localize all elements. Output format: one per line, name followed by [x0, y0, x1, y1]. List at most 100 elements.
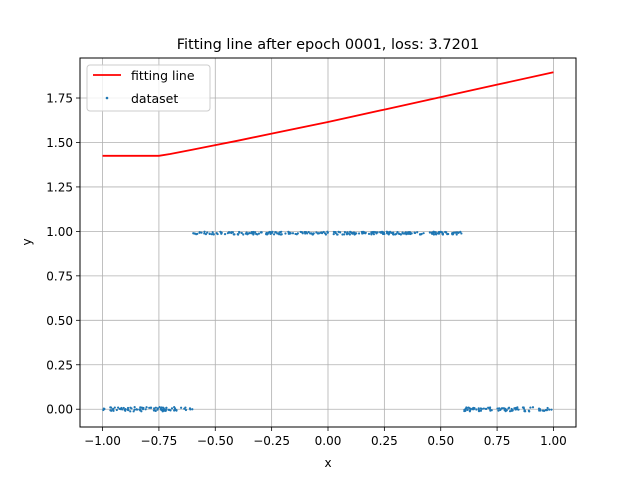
dataset-point [341, 233, 344, 236]
dataset-point [545, 409, 549, 412]
dataset-point [133, 406, 136, 409]
y-tick-label: 1.00 [46, 225, 73, 239]
dataset-point [154, 406, 157, 409]
dataset-point [135, 408, 139, 411]
dataset-point [524, 410, 527, 413]
dataset-point [343, 230, 347, 234]
dataset-point [324, 233, 328, 236]
x-axis-label: x [324, 456, 331, 470]
dataset-point [343, 233, 346, 236]
dataset-point [445, 231, 448, 234]
dataset-point [386, 232, 389, 235]
x-tick-label: −0.50 [197, 434, 234, 448]
dataset-point [537, 407, 541, 410]
dataset-point [430, 232, 434, 235]
y-axis-label: y [20, 238, 34, 245]
dataset-point [123, 408, 126, 412]
dataset-point [230, 231, 233, 234]
x-tick-label: 0.50 [427, 434, 454, 448]
dataset-point [503, 408, 506, 412]
dataset-point [231, 231, 234, 234]
dataset-point [507, 406, 511, 409]
dataset-point [211, 231, 214, 234]
dataset-point [236, 233, 239, 236]
dataset-point [465, 406, 468, 410]
dataset-point [198, 231, 201, 234]
x-axis: −1.00 −0.75 −0.50 −0.25 0.00 0.25 0.50 0.75 1.00 [84, 427, 567, 448]
dataset-point [388, 230, 392, 233]
dataset-point [392, 233, 395, 236]
legend-label-fitting-line: fitting line [131, 68, 195, 83]
dataset-point [242, 233, 245, 236]
chart-title: Fitting line after epoch 0001, loss: 3.7… [177, 37, 480, 53]
dataset-point [479, 407, 482, 410]
dataset-point [148, 406, 151, 409]
dataset-point [498, 407, 501, 410]
dataset-point [496, 407, 499, 410]
x-tick-label: 1.00 [540, 434, 567, 448]
dataset-point [326, 230, 329, 233]
dataset-point [183, 407, 186, 410]
dataset-point [402, 232, 406, 235]
dataset-point [514, 408, 517, 411]
dataset-point [169, 409, 172, 412]
y-tick-label: 0.75 [46, 269, 73, 283]
dataset-point [528, 410, 531, 413]
fitting-line-series [102, 71, 554, 157]
dataset-point [390, 231, 393, 234]
y-tick-label: 0.50 [46, 314, 73, 328]
dataset-point [139, 406, 142, 409]
dataset-point [319, 231, 322, 234]
dataset-point [232, 233, 235, 236]
dataset-point [497, 409, 500, 412]
y-tick-label: 1.50 [46, 136, 73, 150]
dataset-point [154, 409, 157, 413]
dataset-point [200, 231, 203, 234]
dataset-point [478, 409, 481, 412]
dataset-point [117, 406, 120, 409]
dataset-point [191, 408, 194, 411]
dataset-point [529, 406, 532, 409]
dataset-point [511, 409, 514, 412]
dataset-point [484, 407, 488, 411]
dataset-point [280, 233, 283, 236]
dataset-point [447, 232, 450, 236]
legend: fitting line dataset [86, 64, 211, 112]
dataset-point [160, 406, 163, 409]
dataset-point [459, 230, 462, 233]
dataset-point [129, 410, 132, 413]
dataset-point [502, 407, 506, 410]
dataset-point [110, 409, 113, 412]
dataset-point [203, 230, 206, 233]
dataset-point [288, 232, 291, 235]
dataset-point [133, 408, 136, 411]
dataset-point [112, 407, 115, 411]
dataset-point [132, 410, 135, 413]
dataset-point [110, 406, 113, 409]
dataset-point [453, 231, 457, 234]
dataset-point [212, 233, 215, 236]
dataset-point [223, 233, 227, 236]
dataset-point [488, 407, 491, 410]
dataset-point [142, 406, 145, 410]
dataset-point [295, 233, 298, 236]
dataset-point [254, 231, 257, 234]
dataset-point [374, 231, 377, 234]
dataset-point [196, 232, 199, 235]
dataset-point [468, 407, 471, 410]
dataset-point [349, 230, 352, 234]
dataset-point [332, 233, 335, 236]
dataset-point [256, 233, 259, 236]
dataset-point [398, 232, 401, 235]
dataset-point [312, 232, 315, 235]
dataset-scatter [102, 230, 553, 413]
dataset-point [204, 233, 208, 236]
dataset-point [188, 407, 192, 410]
dataset-point [382, 231, 386, 234]
dataset-point [355, 232, 358, 235]
dataset-point [228, 231, 231, 234]
dataset-point [220, 231, 223, 234]
dataset-point [173, 405, 176, 409]
dataset-point [336, 233, 339, 236]
dataset-point [361, 232, 364, 235]
